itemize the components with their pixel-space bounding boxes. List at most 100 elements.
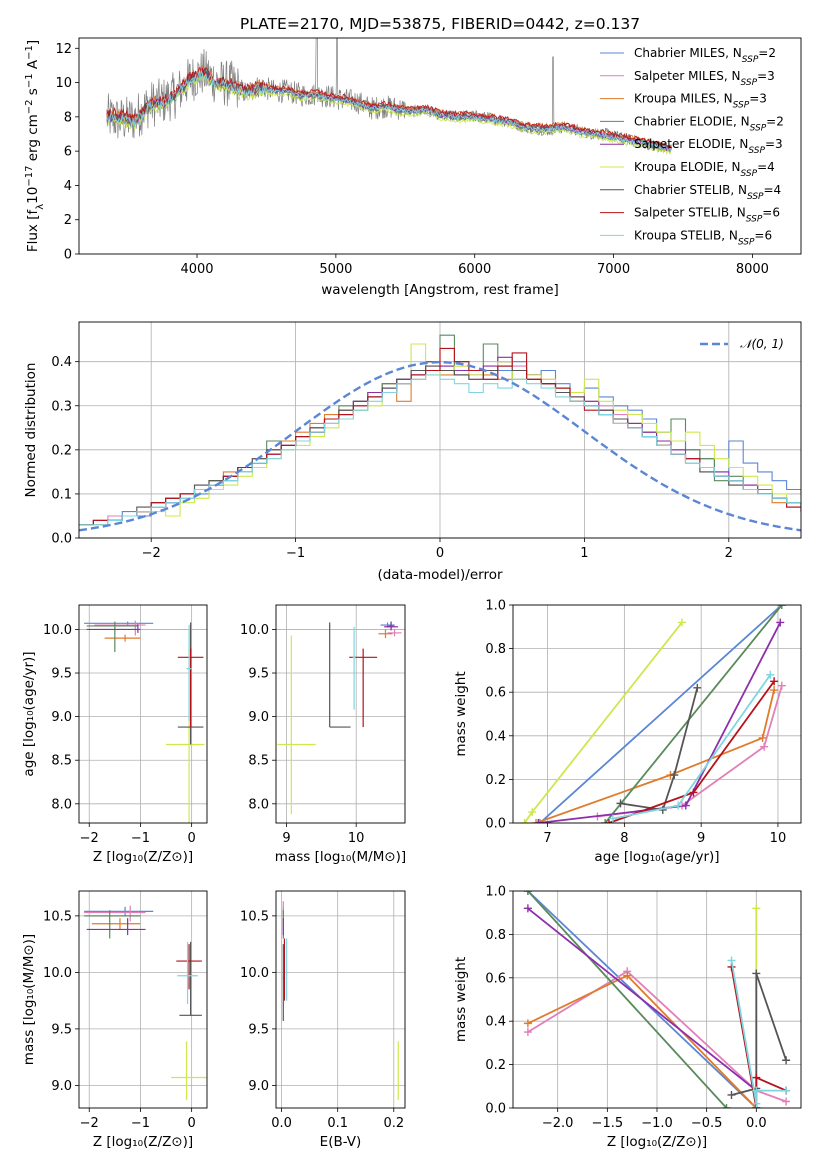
point-marker <box>770 677 779 686</box>
x-tick-label: −0.5 <box>691 1116 723 1131</box>
legend-sub: SSP <box>742 55 759 65</box>
point-marker <box>727 1090 736 1099</box>
point-marker <box>752 1073 761 1082</box>
mass-weight-line-salpeter-elodie <box>527 907 757 1092</box>
y-tick-label: 0.0 <box>485 817 506 832</box>
y-axis-label-part: Flux [f <box>25 209 41 253</box>
y-tick-label: 0.8 <box>485 642 506 657</box>
plot-area <box>520 605 786 823</box>
axes-frame <box>78 37 802 255</box>
x-tick-label: 8000 <box>736 262 769 277</box>
point-marker <box>693 683 702 692</box>
x-tick-label: 9 <box>697 831 705 846</box>
mass-weight-vs-metallicity-panel: −2.0 −1.5 −1.0 −0.5 0.0 0.0 0.2 0.4 0.6 0.8 1.0 Z [… <box>453 885 802 1150</box>
mass-weight-line-chabrier-stelib <box>620 687 699 811</box>
y-axis-label: mass weight <box>453 671 469 756</box>
y-tick-label: 4 <box>64 179 72 194</box>
legend-tail: =3 <box>757 69 775 83</box>
age-vs-metallicity-panel: −2 −1 0 8.0 8.5 9.0 9.5 10.0 Z [log₁₀(Z/Z⊙)] age … <box>21 604 208 865</box>
mass-weight-line-salpeter-miles <box>527 970 787 1103</box>
x-tick-label: 10 <box>348 831 365 846</box>
y-axis-label-part: A <box>25 59 41 73</box>
x-tick-label: −1 <box>286 546 305 561</box>
y-tick-label: 9.5 <box>51 1022 72 1037</box>
y-axis-label-part: 10 <box>25 187 41 204</box>
x-tick-label: 7000 <box>597 262 630 277</box>
x-tick-label: 0 <box>187 831 195 846</box>
x-tick-label: −2 <box>142 546 161 561</box>
y-axis-label-part: −1 <box>24 73 35 88</box>
x-axis-label: Z [log₁₀(Z/Z⊙)] <box>93 1134 193 1150</box>
y-axis-label-part: −2 <box>24 99 35 114</box>
x-axis-label: E(B-V) <box>320 1134 362 1150</box>
point-marker <box>608 814 617 823</box>
x-tick-label: −1.0 <box>641 1116 673 1131</box>
axes-frame <box>78 890 208 1109</box>
legend-text: Chabrier ELODIE, N <box>634 114 750 128</box>
x-tick-label: −2 <box>80 1116 99 1131</box>
x-tick-label: −1 <box>131 1116 150 1131</box>
axes-frame <box>275 604 406 824</box>
y-tick-label: 9.0 <box>248 1079 269 1094</box>
legend-sub: SSP <box>733 101 750 111</box>
histogram-kroupa-elodie <box>79 343 801 526</box>
mass-weight-line-kroupa-miles <box>535 689 775 823</box>
plot-area <box>282 901 399 1101</box>
y-tick-label: 0.4 <box>51 355 72 370</box>
point-marker <box>722 1104 731 1108</box>
y-tick-label: 1.0 <box>485 885 506 900</box>
model-spectrum-kroupa-stelib <box>106 70 672 152</box>
legend-text: Salpeter ELODIE, N <box>634 137 748 151</box>
legend-sub: SSP <box>747 192 764 202</box>
y-axis-label: Flux [fλ10−17 erg cm−2 s−1 A−1] <box>24 40 46 252</box>
x-axis-label: Z [log₁₀(Z/Z⊙)] <box>93 849 193 865</box>
mass-weight-line-kroupa-elodie <box>523 621 683 823</box>
mass-weight-line-kroupa-miles <box>527 974 757 1108</box>
legend-entry: Salpeter ELODIE, NSSP=3 <box>634 137 783 156</box>
plot-area <box>106 38 672 156</box>
legend-tail: =4 <box>764 183 782 197</box>
x-tick-label: 10 <box>770 831 787 846</box>
y-tick-label: 0.2 <box>485 773 506 788</box>
mass-weight-line-chabrier-elodie <box>604 605 783 823</box>
y-tick-label: 9.0 <box>248 710 269 725</box>
legend-entry: Kroupa STELIB, NSSP=6 <box>634 228 772 247</box>
legend-entry: Chabrier STELIB, NSSP=4 <box>634 183 781 202</box>
point-marker <box>523 891 532 895</box>
legend-text: Salpeter MILES, N <box>634 69 741 83</box>
y-tick-label: 0.0 <box>485 1102 506 1117</box>
legend-entry: 𝒩(0, 1) <box>740 337 784 351</box>
x-tick-label: 0 <box>436 546 444 561</box>
point-marker <box>674 801 683 810</box>
y-tick-label: 9.0 <box>51 1079 72 1094</box>
legend-tail: =3 <box>749 92 767 106</box>
plot-area <box>84 905 207 1101</box>
y-tick-label: 9.5 <box>248 667 269 682</box>
axes-frame <box>512 890 802 1109</box>
y-tick-label: 0.0 <box>51 532 72 547</box>
y-tick-label: 8.5 <box>248 754 269 769</box>
legend-tail: =2 <box>758 46 776 60</box>
legend-text: Chabrier MILES, N <box>634 46 742 60</box>
mass-weight-line-chabrier-stelib <box>731 973 787 1096</box>
y-tick-label: 0.2 <box>485 1058 506 1073</box>
y-tick-label: 2 <box>64 213 72 228</box>
x-tick-label: 1 <box>580 546 588 561</box>
point-marker <box>605 819 613 823</box>
x-tick-label: 9 <box>282 831 290 846</box>
y-axis-label-part: ] <box>25 40 41 45</box>
point-marker <box>770 686 779 695</box>
mass-weight-line-chabrier-miles <box>539 605 783 823</box>
mass-vs-metallicity-panel: −2 −1 0 9.0 9.5 10.0 10.5 Z [log₁₀(Z/Z⊙)] mass [… <box>21 890 208 1150</box>
point-marker <box>535 819 544 823</box>
y-tick-label: 1.0 <box>485 599 506 614</box>
point-marker <box>520 819 529 823</box>
legend-entry: Kroupa ELODIE, NSSP=4 <box>634 160 775 179</box>
point-marker <box>727 956 736 965</box>
y-tick-label: 0.2 <box>51 443 72 458</box>
x-tick-label: −1.5 <box>592 1116 624 1131</box>
y-tick-label: 0.8 <box>485 928 506 943</box>
y-axis-label-part: s <box>25 88 41 99</box>
gaussian-curve <box>79 360 801 532</box>
point-marker <box>752 904 761 913</box>
